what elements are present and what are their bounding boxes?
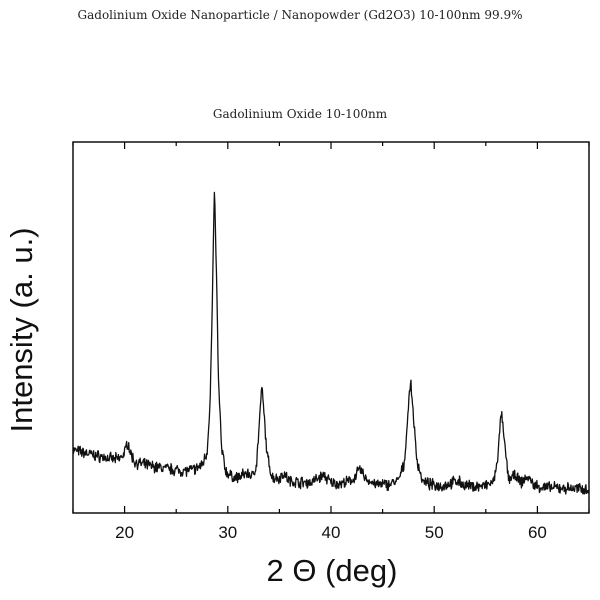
page-title: Gadolinium Oxide Nanoparticle / Nanopowd… (77, 8, 523, 22)
x-tick-label: 30 (218, 523, 237, 542)
x-tick-label: 60 (528, 523, 547, 542)
plot-frame (72, 141, 590, 514)
y-axis-label: Intensity (a. u.) (4, 227, 39, 432)
x-axis-label: 2 Θ (deg) (267, 553, 398, 588)
x-tick-label: 40 (322, 523, 341, 542)
plot-area: 20 30 40 50 60 (72, 141, 590, 542)
series-line (72, 191, 590, 495)
x-tick-label: 50 (425, 523, 444, 542)
chart-title: Gadolinium Oxide 10-100nm (213, 107, 388, 121)
x-tick-label: 20 (115, 523, 134, 542)
